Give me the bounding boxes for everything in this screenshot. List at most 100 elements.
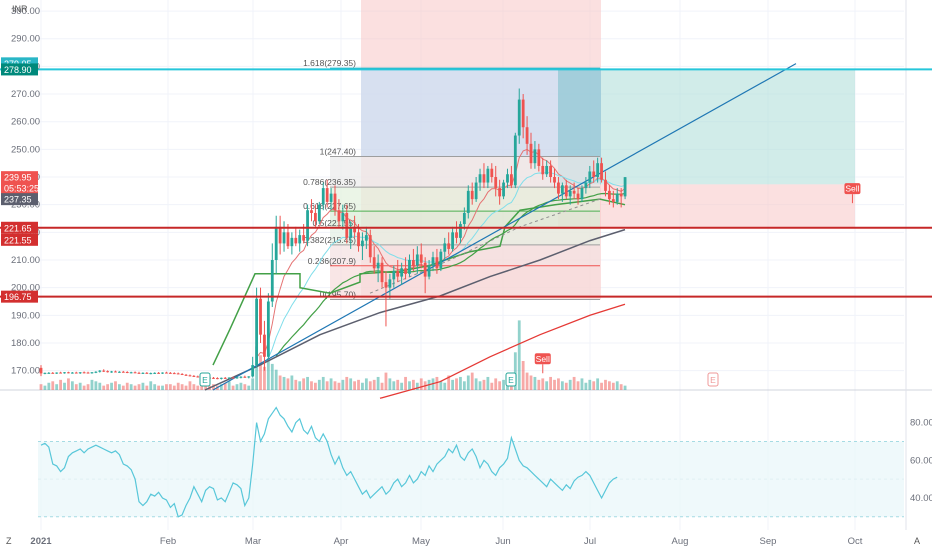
horizontal-lines[interactable] — [0, 68, 932, 298]
candle-body — [568, 190, 572, 197]
volume-bar — [455, 378, 458, 390]
candle-body — [486, 168, 490, 183]
candle-body — [196, 376, 200, 378]
candle-body — [255, 298, 258, 366]
candle-body — [392, 271, 396, 280]
volume-bar — [443, 382, 447, 390]
candle-body — [384, 282, 388, 288]
candle-body — [259, 298, 262, 335]
candle-body — [525, 127, 529, 144]
candle-body — [118, 371, 121, 373]
price-label-box — [1, 63, 38, 76]
candle-body — [521, 99, 525, 128]
candle-body — [353, 226, 356, 233]
rsi-line — [40, 406, 618, 518]
candle-body — [572, 190, 576, 194]
time-tick-label: Sep — [760, 536, 777, 547]
volume-bar — [282, 376, 286, 390]
volume-bar — [306, 376, 309, 390]
corner-z-button[interactable]: Z — [6, 536, 12, 546]
volume-bar — [118, 384, 121, 390]
price-label-text: 221.55 — [4, 235, 32, 245]
volume-bar — [78, 382, 82, 390]
rsi-tick-label: 60.00 — [910, 455, 932, 466]
volume-bar — [580, 378, 584, 390]
candle-body — [149, 373, 153, 375]
volume-bar — [435, 376, 439, 390]
volume-bar — [102, 385, 106, 390]
candle-body — [278, 226, 282, 244]
volume-bar — [439, 381, 443, 390]
candle-body — [600, 163, 603, 180]
candle-body — [368, 235, 372, 258]
volume-bar — [235, 384, 239, 390]
volume-bar — [266, 358, 270, 390]
volume-bar — [270, 363, 274, 390]
candle-body — [451, 232, 454, 249]
price-label-text: 239.95 — [4, 173, 32, 183]
candle-body — [282, 232, 286, 244]
volume-bar — [184, 385, 188, 390]
volume-bar — [400, 382, 404, 390]
candle-body — [247, 376, 251, 378]
volume-bar — [408, 381, 411, 390]
candle-body — [364, 235, 368, 241]
fib-level-label: 0.236(207.9) — [308, 256, 356, 266]
candle-body — [129, 372, 133, 374]
price-tick-label: 250.00 — [11, 144, 40, 155]
candle-body — [157, 372, 160, 374]
candle-body — [439, 251, 443, 269]
volume-bar — [180, 384, 184, 390]
corner-auto-button[interactable]: A — [914, 536, 920, 546]
volume-bar — [404, 376, 407, 390]
volume-bar — [274, 369, 278, 390]
volume-bar — [168, 384, 172, 390]
price-label-box — [1, 57, 38, 70]
price-tick-label: 180.00 — [11, 338, 40, 349]
candle-body — [110, 371, 113, 373]
volume-bar — [494, 378, 498, 390]
volume-bar — [172, 385, 176, 390]
price-tick-label: 300.00 — [11, 6, 40, 17]
volume-bar — [537, 379, 541, 390]
candle-body — [86, 372, 90, 374]
candle-body — [310, 210, 313, 213]
candle-body — [219, 377, 223, 379]
volume-bar — [451, 379, 454, 390]
candle-body — [43, 372, 47, 374]
candle-body — [564, 185, 568, 197]
volume-bar — [474, 378, 478, 390]
volume-bar — [125, 382, 129, 390]
candle-body — [584, 182, 588, 189]
candle-body — [47, 372, 51, 374]
candle-body — [337, 210, 341, 222]
volume-bar — [333, 381, 337, 390]
candle-body — [588, 171, 592, 183]
volume-bar — [278, 375, 282, 390]
candle-body — [619, 193, 623, 197]
time-axis[interactable]: 2021 Feb Mar Apr May Jun Jul Aug Sep Oct — [30, 536, 862, 547]
volume-bar — [376, 376, 380, 390]
volume-bar — [329, 378, 333, 390]
candle-body — [325, 188, 329, 202]
supertrend-line — [212, 198, 626, 366]
candle-body — [212, 377, 215, 379]
candle-body — [455, 232, 458, 238]
volume-bar — [392, 381, 396, 390]
candle-body — [435, 257, 439, 269]
candle-body — [541, 165, 545, 175]
candle-body — [427, 265, 431, 277]
volume-bar — [255, 346, 258, 390]
vwap-dashed-line — [369, 198, 601, 294]
volume-bar — [243, 384, 247, 390]
volume-bar — [298, 381, 302, 390]
sell-signal-label: Sell — [536, 354, 550, 364]
volume-bar — [608, 381, 611, 390]
volume-bar — [502, 379, 505, 390]
fib-level-label: 0.618(227.65) — [303, 201, 356, 211]
candle-body — [357, 232, 360, 247]
candle-body — [506, 174, 509, 183]
price-label-box — [1, 233, 38, 246]
volume-bar — [176, 382, 180, 390]
